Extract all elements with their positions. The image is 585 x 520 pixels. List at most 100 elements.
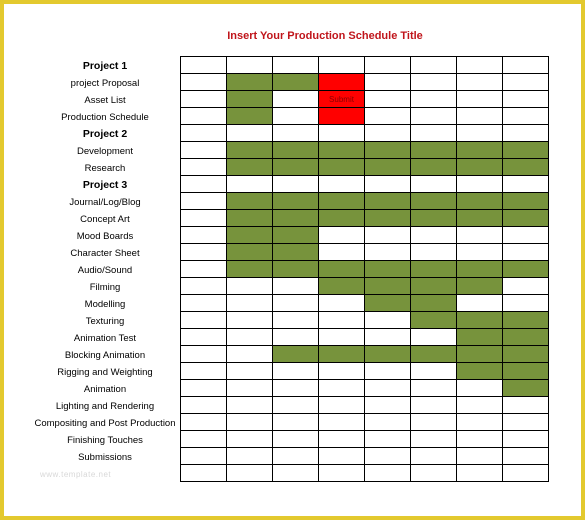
empty-cell[interactable] bbox=[227, 414, 273, 431]
scheduled-cell[interactable] bbox=[365, 210, 411, 227]
scheduled-cell[interactable] bbox=[365, 261, 411, 278]
scheduled-cell[interactable] bbox=[457, 142, 503, 159]
empty-cell[interactable] bbox=[181, 295, 227, 312]
empty-cell[interactable] bbox=[273, 176, 319, 193]
scheduled-cell[interactable] bbox=[365, 295, 411, 312]
empty-cell[interactable] bbox=[457, 414, 503, 431]
empty-cell[interactable] bbox=[319, 431, 365, 448]
empty-cell[interactable] bbox=[181, 312, 227, 329]
empty-cell[interactable] bbox=[365, 74, 411, 91]
empty-cell[interactable] bbox=[365, 57, 411, 74]
empty-cell[interactable] bbox=[411, 448, 457, 465]
empty-cell[interactable] bbox=[365, 363, 411, 380]
scheduled-cell[interactable] bbox=[273, 227, 319, 244]
empty-cell[interactable] bbox=[227, 295, 273, 312]
empty-cell[interactable] bbox=[319, 227, 365, 244]
empty-cell[interactable] bbox=[503, 108, 549, 125]
empty-cell[interactable] bbox=[503, 176, 549, 193]
empty-cell[interactable] bbox=[365, 397, 411, 414]
empty-cell[interactable] bbox=[181, 159, 227, 176]
empty-cell[interactable] bbox=[503, 448, 549, 465]
empty-cell[interactable] bbox=[457, 125, 503, 142]
scheduled-cell[interactable] bbox=[503, 363, 549, 380]
empty-cell[interactable] bbox=[181, 142, 227, 159]
empty-cell[interactable] bbox=[457, 431, 503, 448]
scheduled-cell[interactable] bbox=[227, 91, 273, 108]
empty-cell[interactable] bbox=[457, 465, 503, 482]
empty-cell[interactable] bbox=[365, 380, 411, 397]
scheduled-cell[interactable] bbox=[411, 159, 457, 176]
scheduled-cell[interactable] bbox=[411, 312, 457, 329]
empty-cell[interactable] bbox=[319, 329, 365, 346]
milestone-cell[interactable] bbox=[319, 108, 365, 125]
empty-cell[interactable] bbox=[411, 125, 457, 142]
scheduled-cell[interactable] bbox=[273, 142, 319, 159]
scheduled-cell[interactable] bbox=[457, 329, 503, 346]
empty-cell[interactable] bbox=[411, 414, 457, 431]
empty-cell[interactable] bbox=[365, 448, 411, 465]
empty-cell[interactable] bbox=[365, 108, 411, 125]
empty-cell[interactable] bbox=[181, 91, 227, 108]
empty-cell[interactable] bbox=[181, 227, 227, 244]
empty-cell[interactable] bbox=[273, 125, 319, 142]
empty-cell[interactable] bbox=[411, 397, 457, 414]
empty-cell[interactable] bbox=[273, 431, 319, 448]
empty-cell[interactable] bbox=[181, 278, 227, 295]
scheduled-cell[interactable] bbox=[227, 142, 273, 159]
empty-cell[interactable] bbox=[457, 91, 503, 108]
empty-cell[interactable] bbox=[181, 108, 227, 125]
empty-cell[interactable] bbox=[273, 363, 319, 380]
empty-cell[interactable] bbox=[365, 125, 411, 142]
empty-cell[interactable] bbox=[365, 227, 411, 244]
empty-cell[interactable] bbox=[181, 380, 227, 397]
empty-cell[interactable] bbox=[503, 74, 549, 91]
empty-cell[interactable] bbox=[503, 431, 549, 448]
empty-cell[interactable] bbox=[181, 448, 227, 465]
empty-cell[interactable] bbox=[181, 125, 227, 142]
scheduled-cell[interactable] bbox=[503, 159, 549, 176]
scheduled-cell[interactable] bbox=[273, 210, 319, 227]
scheduled-cell[interactable] bbox=[503, 193, 549, 210]
scheduled-cell[interactable] bbox=[365, 346, 411, 363]
empty-cell[interactable] bbox=[503, 465, 549, 482]
empty-cell[interactable] bbox=[365, 414, 411, 431]
empty-cell[interactable] bbox=[273, 380, 319, 397]
empty-cell[interactable] bbox=[411, 329, 457, 346]
empty-cell[interactable] bbox=[319, 57, 365, 74]
empty-cell[interactable] bbox=[319, 176, 365, 193]
scheduled-cell[interactable] bbox=[411, 210, 457, 227]
scheduled-cell[interactable] bbox=[319, 210, 365, 227]
empty-cell[interactable] bbox=[273, 448, 319, 465]
empty-cell[interactable] bbox=[503, 125, 549, 142]
empty-cell[interactable] bbox=[319, 312, 365, 329]
empty-cell[interactable] bbox=[503, 244, 549, 261]
empty-cell[interactable] bbox=[411, 465, 457, 482]
empty-cell[interactable] bbox=[411, 431, 457, 448]
empty-cell[interactable] bbox=[319, 125, 365, 142]
empty-cell[interactable] bbox=[319, 244, 365, 261]
scheduled-cell[interactable] bbox=[457, 346, 503, 363]
milestone-cell[interactable] bbox=[319, 74, 365, 91]
empty-cell[interactable] bbox=[365, 312, 411, 329]
scheduled-cell[interactable] bbox=[411, 142, 457, 159]
empty-cell[interactable] bbox=[411, 74, 457, 91]
empty-cell[interactable] bbox=[181, 176, 227, 193]
empty-cell[interactable] bbox=[503, 278, 549, 295]
scheduled-cell[interactable] bbox=[411, 261, 457, 278]
empty-cell[interactable] bbox=[227, 363, 273, 380]
scheduled-cell[interactable] bbox=[319, 142, 365, 159]
scheduled-cell[interactable] bbox=[457, 193, 503, 210]
empty-cell[interactable] bbox=[319, 363, 365, 380]
empty-cell[interactable] bbox=[503, 397, 549, 414]
empty-cell[interactable] bbox=[319, 414, 365, 431]
scheduled-cell[interactable] bbox=[503, 210, 549, 227]
empty-cell[interactable] bbox=[181, 74, 227, 91]
scheduled-cell[interactable] bbox=[411, 193, 457, 210]
scheduled-cell[interactable] bbox=[365, 278, 411, 295]
empty-cell[interactable] bbox=[503, 227, 549, 244]
empty-cell[interactable] bbox=[181, 397, 227, 414]
scheduled-cell[interactable] bbox=[273, 346, 319, 363]
empty-cell[interactable] bbox=[227, 465, 273, 482]
empty-cell[interactable] bbox=[365, 431, 411, 448]
scheduled-cell[interactable] bbox=[411, 278, 457, 295]
